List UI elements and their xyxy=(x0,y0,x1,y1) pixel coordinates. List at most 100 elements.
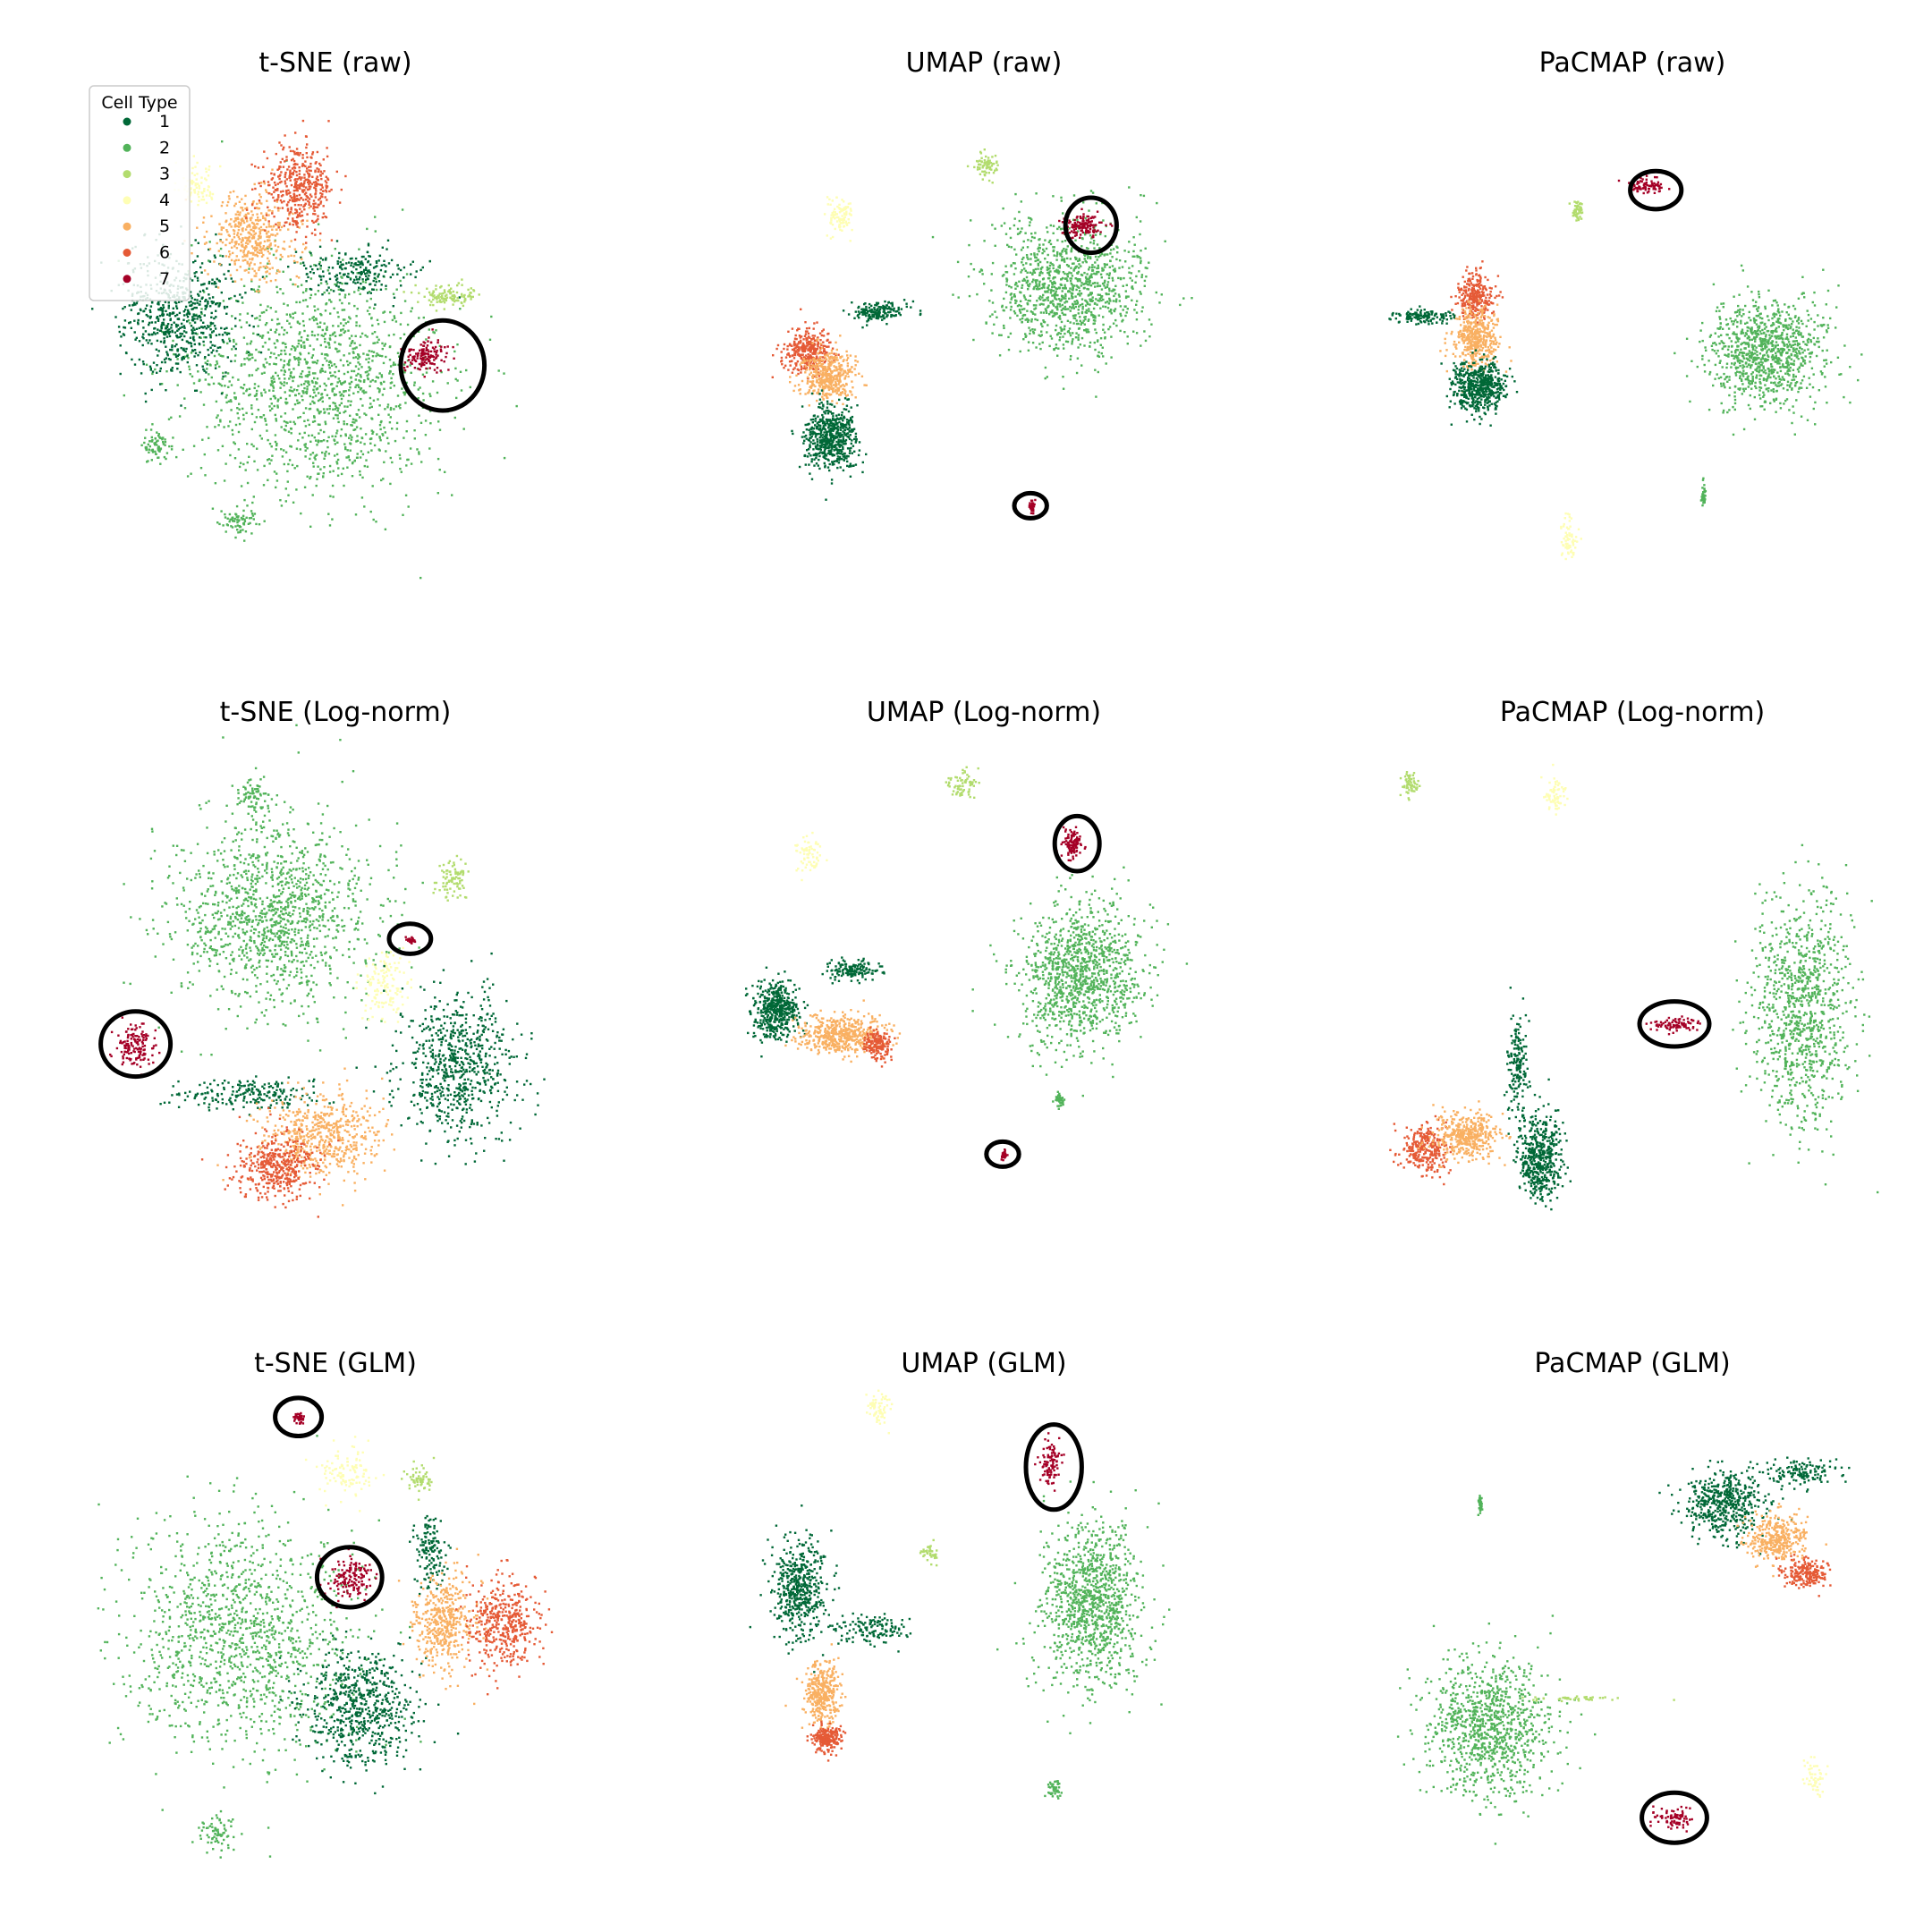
cell-point xyxy=(166,352,169,355)
cell-point xyxy=(1035,256,1038,259)
cell-point xyxy=(198,336,201,339)
cell-point xyxy=(209,346,212,349)
cell-point xyxy=(400,470,402,473)
cell-point xyxy=(1077,336,1080,339)
cell-point xyxy=(188,368,191,371)
cell-point xyxy=(284,134,286,137)
cell-point xyxy=(453,294,455,297)
cell-point xyxy=(428,350,430,353)
cell-point xyxy=(269,328,272,331)
cell-point xyxy=(142,362,145,366)
cell-point xyxy=(439,369,442,372)
cell-point xyxy=(329,334,332,337)
cell-point xyxy=(147,460,149,462)
cell-point xyxy=(379,381,383,385)
cell-point xyxy=(295,171,298,174)
cell-point xyxy=(372,399,376,402)
cell-point xyxy=(1038,297,1040,300)
cell-point xyxy=(284,346,287,349)
cell-point xyxy=(219,254,222,257)
cell-point xyxy=(1089,284,1093,287)
cell-point xyxy=(219,383,222,386)
cell-point xyxy=(1033,254,1036,257)
cell-point xyxy=(1125,311,1128,314)
cell-point xyxy=(1019,309,1021,312)
cell-point xyxy=(159,367,162,370)
cell-point xyxy=(292,379,294,383)
cell-point xyxy=(1077,346,1080,349)
cell-point xyxy=(262,247,265,250)
cell-point xyxy=(302,411,305,414)
cell-point xyxy=(166,354,169,357)
cell-point xyxy=(288,360,291,362)
cell-point xyxy=(287,462,290,466)
cell-point xyxy=(203,242,207,245)
cell-point xyxy=(148,309,151,312)
cell-point xyxy=(242,384,246,386)
cell-point xyxy=(1069,287,1072,290)
cell-point xyxy=(1058,270,1061,273)
cell-point xyxy=(273,173,275,175)
cell-point xyxy=(987,179,991,182)
cell-point xyxy=(310,254,313,257)
cell-point xyxy=(157,350,160,352)
cell-point xyxy=(194,352,198,355)
cell-point xyxy=(396,394,400,397)
cell-point xyxy=(349,386,352,389)
cell-point xyxy=(183,355,187,358)
cell-point xyxy=(296,214,300,216)
cell-point xyxy=(980,160,983,164)
cell-point xyxy=(991,182,994,184)
cell-point xyxy=(210,376,213,379)
cell-point xyxy=(292,193,296,197)
cell-point xyxy=(256,213,258,216)
cell-point xyxy=(289,372,292,375)
cell-point xyxy=(318,168,320,171)
cell-point xyxy=(315,184,318,187)
cell-point xyxy=(1066,319,1070,322)
cell-point xyxy=(379,288,383,291)
cell-point xyxy=(195,389,199,392)
cell-point xyxy=(224,375,227,377)
cell-point xyxy=(312,272,315,275)
cell-point xyxy=(285,156,288,158)
cell-point xyxy=(1055,298,1058,301)
cell-point xyxy=(367,244,370,247)
cell-point xyxy=(1065,277,1068,281)
cell-point xyxy=(311,420,315,423)
cell-point xyxy=(324,333,326,335)
cell-point xyxy=(255,290,258,292)
cell-point xyxy=(987,163,989,165)
cell-point xyxy=(1009,332,1013,335)
cell-point xyxy=(202,343,206,347)
cell-point xyxy=(241,518,243,521)
cell-point xyxy=(284,420,288,424)
cell-point xyxy=(246,357,249,360)
cell-point xyxy=(227,425,230,428)
cell-point xyxy=(372,351,376,353)
cell-point xyxy=(444,291,446,293)
cell-point xyxy=(1106,263,1108,266)
cell-point xyxy=(1120,314,1123,318)
cell-point xyxy=(350,377,352,379)
cell-point xyxy=(436,371,438,374)
cell-point xyxy=(1143,330,1146,333)
cell-point xyxy=(274,331,277,334)
cell-point xyxy=(308,174,311,177)
cell-point xyxy=(1098,247,1101,250)
cell-point xyxy=(988,167,991,171)
cell-point xyxy=(389,482,392,486)
cell-point xyxy=(249,393,251,396)
cell-point xyxy=(292,420,295,423)
cell-point xyxy=(361,280,365,284)
cell-point xyxy=(266,266,269,269)
cell-point xyxy=(1026,279,1030,283)
cell-point xyxy=(369,385,371,387)
cell-point xyxy=(182,357,185,360)
cell-point xyxy=(1046,267,1050,271)
cell-point xyxy=(831,235,835,239)
cell-point xyxy=(1104,279,1106,283)
cell-point xyxy=(365,413,368,417)
cell-point xyxy=(254,242,258,244)
cell-point xyxy=(193,349,197,352)
